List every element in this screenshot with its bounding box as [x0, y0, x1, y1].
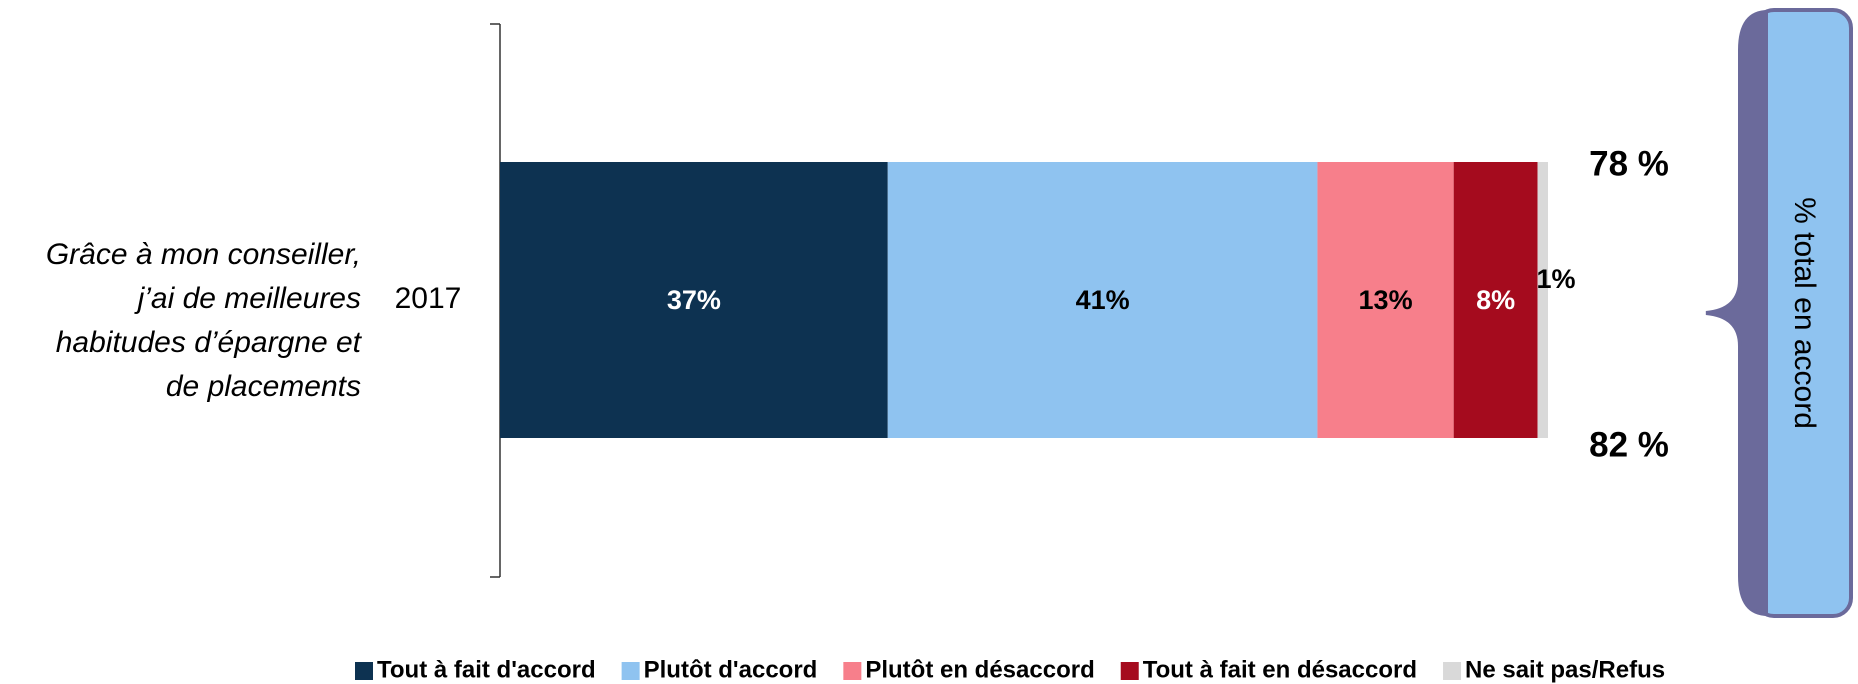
legend-label: Tout à fait d'accord — [377, 656, 596, 683]
bar-segment — [1537, 162, 1548, 438]
data-label: 13% — [1359, 285, 1413, 315]
data-label: 8% — [1476, 285, 1515, 315]
legend-label: Ne sait pas/Refus — [1465, 656, 1665, 683]
bar-segment — [1317, 162, 1454, 438]
total-annotation: 78 % — [1589, 144, 1669, 183]
row-label: j’ai de meilleures — [134, 282, 361, 315]
legend-label: Plutôt d'accord — [644, 656, 818, 683]
brace — [1705, 10, 1769, 616]
row-label: Grâce à mon conseiller, — [46, 238, 361, 271]
category-label: 2017 — [395, 282, 462, 315]
legend-swatch — [843, 662, 862, 680]
legend-swatch — [1120, 662, 1139, 680]
legend-label: Tout à fait en désaccord — [1143, 656, 1417, 683]
data-label: 41% — [1076, 285, 1130, 315]
data-label: 37% — [667, 285, 721, 315]
bar-segment — [887, 162, 1318, 438]
legend-label: Plutôt en désaccord — [865, 656, 1094, 683]
bar-segment — [500, 162, 888, 438]
total-annotation: 82 % — [1589, 425, 1669, 464]
legend-swatch — [621, 662, 640, 680]
row-label: habitudes d’épargne et — [56, 326, 363, 359]
legend-swatch — [355, 662, 373, 680]
row-label: de placements — [166, 370, 361, 403]
bracket-label: % total en accord — [1788, 197, 1821, 429]
data-label: 1% — [1536, 264, 1575, 294]
bar-segment — [1453, 162, 1538, 438]
legend-swatch — [1443, 662, 1462, 680]
